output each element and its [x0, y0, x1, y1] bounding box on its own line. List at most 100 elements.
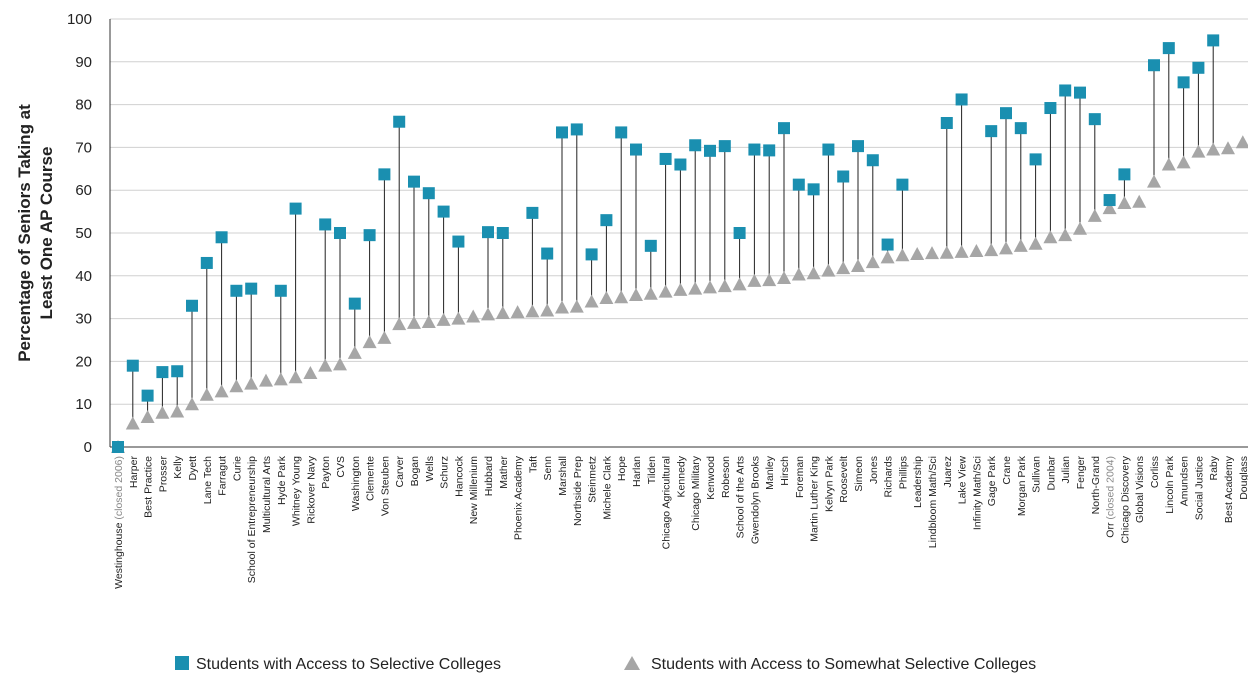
somewhat-selective-point: [925, 246, 939, 260]
selective-point: [630, 143, 642, 156]
somewhat-selective-point: [969, 243, 984, 257]
somewhat-selective-point: [466, 309, 481, 323]
selective-point: [881, 238, 894, 251]
somewhat-selective-point: [259, 373, 273, 387]
selective-point: [940, 117, 953, 130]
selective-point: [1148, 59, 1160, 72]
selective-point: [689, 139, 702, 152]
category-label: Phillips: [897, 456, 909, 489]
somewhat-selective-point: [599, 291, 614, 305]
somewhat-selective-point: [421, 315, 436, 329]
selective-point: [289, 202, 302, 215]
somewhat-selective-point: [510, 305, 525, 319]
somewhat-selective-point: [1102, 201, 1117, 215]
category-label: Harlan: [631, 456, 643, 487]
category-label: Manley: [764, 455, 776, 490]
selective-point: [1074, 86, 1086, 99]
category-label: Fenger: [1075, 456, 1087, 490]
category-label: Hancock: [453, 455, 465, 497]
somewhat-selective-point: [318, 358, 333, 372]
selective-point: [393, 115, 406, 128]
category-label-note: (closed 2006): [113, 456, 125, 520]
category-label: Kelvyn Park: [823, 455, 835, 512]
somewhat-selective-point: [1176, 155, 1191, 169]
category-label: Washington: [350, 456, 362, 511]
somewhat-selective-point: [673, 282, 688, 296]
category-label: Chicago Agricultural: [661, 456, 673, 549]
selective-point: [1162, 42, 1175, 55]
category-label: Carver: [394, 456, 406, 488]
legend-selective-marker: [175, 656, 189, 670]
selective-point: [1192, 61, 1205, 74]
category-labels: Westinghouse (closed 2006) Harper Best Pra…: [113, 455, 1248, 589]
category-label: Martin Luther King: [809, 456, 821, 542]
category-label: Hope: [616, 456, 628, 481]
somewhat-selective-point: [910, 246, 925, 260]
selective-point: [792, 178, 805, 191]
somewhat-selective-point: [851, 258, 865, 272]
selective-point: [422, 187, 435, 200]
selective-point: [570, 123, 583, 136]
y-tick-label: 100: [67, 11, 92, 28]
somewhat-selective-point: [1221, 141, 1235, 155]
selective-point: [807, 183, 820, 196]
category-label: School of the Arts: [735, 456, 747, 538]
selective-point: [955, 93, 968, 106]
somewhat-selective-point: [688, 281, 703, 295]
y-axis-label-line-1: Percentage of Seniors Taking at: [15, 104, 34, 362]
somewhat-selective-point: [1087, 208, 1102, 222]
somewhat-selective-point: [939, 245, 954, 259]
category-label: Jones: [868, 456, 880, 484]
selective-point: [348, 297, 361, 310]
category-label: Foreman: [794, 456, 806, 498]
category-label: Northside Prep: [572, 456, 584, 526]
category-label: Douglass: [1238, 456, 1248, 500]
somewhat-selective-point: [481, 307, 495, 321]
category-label: Taft: [527, 456, 539, 473]
somewhat-selective-point: [1013, 238, 1028, 252]
selective-point: [408, 175, 420, 188]
y-tick-label: 20: [75, 353, 92, 370]
somewhat-selective-point: [436, 312, 451, 326]
somewhat-selective-point: [732, 277, 747, 291]
somewhat-selective-point: [451, 311, 466, 325]
somewhat-selective-point: [214, 384, 229, 398]
category-label: Morgan Park: [1016, 455, 1028, 516]
somewhat-selective-point: [865, 255, 880, 269]
y-tick-label: 0: [84, 439, 92, 456]
y-tick-label: 80: [75, 97, 92, 114]
category-label: Kennedy: [675, 455, 687, 497]
selective-point: [718, 140, 731, 153]
somewhat-selective-point: [629, 288, 643, 302]
category-label: New Millenium: [468, 456, 480, 525]
category-label: Sullivan: [1031, 456, 1043, 493]
category-label: Tilden: [646, 456, 658, 484]
selective-point: [482, 226, 494, 239]
selective-point: [822, 143, 835, 156]
somewhat-selective-point: [392, 317, 407, 331]
category-label: Amundsen: [1179, 456, 1191, 506]
category-label: North-Grand: [1090, 456, 1102, 515]
somewhat-selective-point: [777, 270, 791, 284]
somewhat-selective-point: [170, 404, 185, 418]
selective-point: [674, 158, 687, 171]
selective-point: [437, 205, 450, 218]
category-label: Lindbloom Math/Sci: [927, 456, 939, 548]
somewhat-selective-point: [999, 241, 1013, 255]
somewhat-selective-point: [495, 306, 510, 320]
somewhat-selective-point: [703, 280, 717, 294]
category-label: Crane: [1001, 456, 1013, 485]
selective-point: [644, 239, 657, 252]
category-label: School of Entrepreneurship: [246, 456, 258, 583]
y-tick-label: 90: [75, 54, 92, 71]
y-tick-label: 60: [75, 182, 92, 199]
gridlines: [110, 18, 1248, 448]
category-label: Multicultural Arts: [261, 456, 273, 533]
legend-selective-label: Students with Access to Selective Colleg…: [196, 656, 501, 673]
category-label: Social Justice: [1193, 456, 1205, 520]
category-label: Richards: [883, 456, 895, 497]
somewhat-selective-point: [362, 335, 377, 349]
selective-point: [319, 218, 332, 231]
somewhat-selective-point: [791, 267, 806, 281]
selective-point: [1177, 76, 1190, 89]
